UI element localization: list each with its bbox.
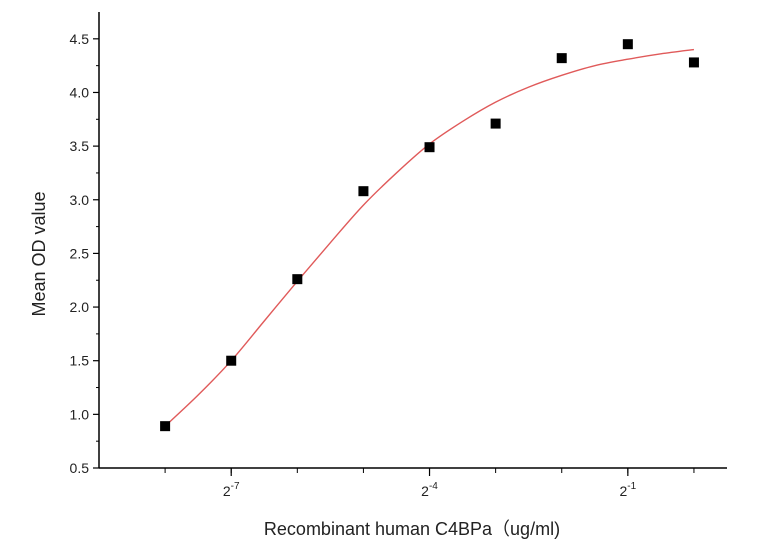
fit-curve — [164, 48, 695, 427]
y-tick-label: 4.5 — [70, 31, 90, 47]
x-tick-label: 2-1 — [619, 481, 636, 499]
y-tick-label: 3.0 — [70, 192, 90, 208]
data-point — [556, 53, 567, 64]
fit-curve-line — [164, 48, 695, 427]
y-tick-label: 3.5 — [70, 138, 90, 154]
y-tick-label: 1.5 — [70, 353, 90, 369]
data-point — [160, 421, 171, 432]
y-tick-label: 2.0 — [70, 299, 90, 315]
data-point — [226, 355, 237, 366]
y-tick-label: 0.5 — [70, 460, 90, 476]
data-point — [358, 186, 369, 197]
x-axis-title: Recombinant human C4BPa（ug/ml) — [264, 519, 560, 539]
y-tick-label: 1.0 — [70, 406, 90, 422]
data-point — [688, 57, 699, 68]
axes: 0.5 1.0 1.5 2.0 2.5 3.0 3.5 4.0 4.5 2-7 2-4 2-1 — [70, 12, 727, 499]
data-point — [490, 118, 501, 129]
data-point — [424, 142, 435, 153]
y-tick-label: 4.0 — [70, 84, 90, 100]
data-point — [622, 39, 633, 50]
x-tick-label: 2-4 — [421, 481, 438, 499]
y-tick-label: 2.5 — [70, 245, 90, 261]
data-points — [160, 39, 699, 432]
y-axis-title: Mean OD value — [29, 191, 49, 316]
data-point — [292, 274, 303, 285]
x-tick-label: 2-7 — [223, 481, 240, 499]
